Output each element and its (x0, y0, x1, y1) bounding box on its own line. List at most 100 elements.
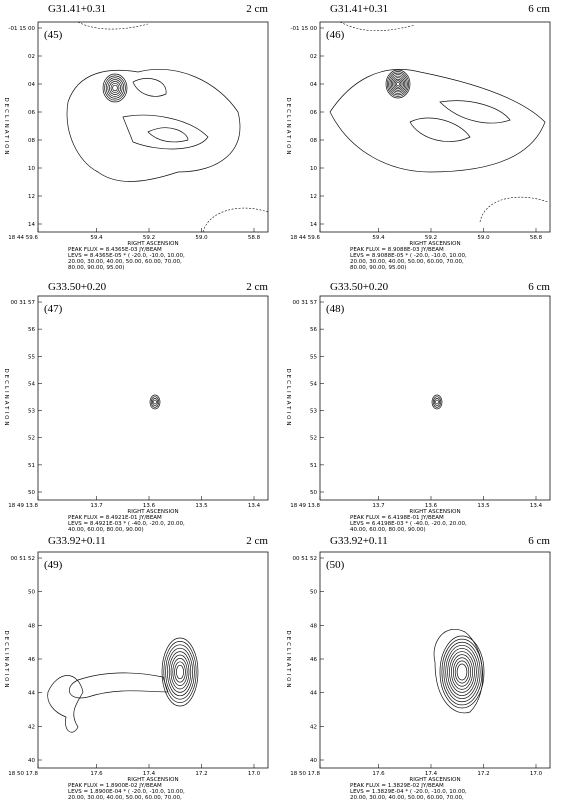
contour (433, 629, 483, 714)
x-axis-label: RIGHT ASCENSION (127, 509, 178, 515)
panel-band: 6 cm (528, 535, 550, 547)
x-axis-label: RIGHT ASCENSION (127, 777, 178, 783)
contour (170, 654, 190, 690)
y-tick-label: 00 51 52 (11, 556, 36, 562)
x-tick-label: 17.6 (372, 771, 385, 777)
contour (47, 675, 84, 733)
y-tick-label: 40 (28, 758, 35, 764)
y-tick-label: -01 15 00 (291, 26, 318, 32)
x-tick-label: 13.5 (477, 503, 490, 509)
y-tick-label: 04 (28, 82, 35, 88)
y-tick-label: 53 (310, 409, 317, 415)
contour (329, 69, 546, 173)
x-tick-label: 13.5 (195, 503, 208, 509)
contour (161, 637, 199, 707)
y-tick-label: 12 (28, 194, 35, 200)
contour (409, 117, 471, 142)
x-axis-label: RIGHT ASCENSION (409, 509, 460, 515)
contour (147, 127, 189, 143)
x-tick-label: 18 49 13.8 (290, 503, 320, 509)
contour (149, 394, 161, 410)
contour (392, 77, 404, 91)
y-tick-label: 12 (310, 194, 317, 200)
x-axis-label: RIGHT ASCENSION (127, 241, 178, 247)
x-tick-label: 13.4 (248, 503, 261, 509)
panel-title: G33.92+0.11 (48, 535, 106, 547)
contours (149, 394, 161, 410)
contour (434, 398, 440, 406)
peak-flux: PEAK FLUX = 6.4198E-01 JY/BEAM (350, 515, 444, 521)
x-tick-label: 17.4 (425, 771, 438, 777)
y-axis-label: DECLINATION (285, 97, 291, 156)
contour (456, 663, 468, 681)
contour (439, 100, 511, 124)
peak-flux: PEAK FLUX = 8.4921E-01 JY/BEAM (68, 515, 162, 521)
y-tick-label: 54 (310, 381, 317, 387)
y-tick-label: 48 (28, 623, 35, 629)
y-tick-label: 42 (28, 724, 35, 730)
panel: G33.92+0.11 2 cm (49) 00 51 52 50 48 46 44 42 40 1… (3, 535, 268, 801)
x-tick-label: 13.7 (372, 503, 385, 509)
contour (396, 81, 400, 87)
contour (172, 658, 188, 686)
contour (393, 78, 403, 90)
panel-title: G31.41+0.31 (330, 3, 388, 15)
x-tick-label: 17.2 (195, 771, 207, 777)
contour (479, 196, 549, 223)
y-tick-label: 56 (28, 327, 35, 333)
contour (77, 21, 149, 30)
panel: G31.41+0.31 6 cm (46) -01 15 00 02 04 06 08 10 12… (285, 3, 550, 271)
contour (443, 641, 481, 703)
panel-band: 2 cm (246, 535, 268, 547)
contour (439, 635, 485, 709)
contour (385, 69, 411, 99)
x-tick-label: 17.4 (143, 771, 156, 777)
levels: LEVS = 8.4365E-05 * ( -20.0, -10.0, 10.0… (68, 253, 185, 259)
x-tick-label: 18 44 59.6 (8, 235, 38, 241)
panel: G33.50+0.20 6 cm (48) 00 31 57 56 55 54 53 52 51 5… (285, 281, 550, 533)
contour (112, 84, 118, 92)
x-tick-label: 13.6 (143, 503, 156, 509)
contour (167, 647, 193, 697)
contour (163, 641, 197, 703)
contour (176, 664, 184, 680)
levels: 40.00, 60.00, 80.00, 90.00) (68, 527, 144, 533)
contours (431, 394, 443, 410)
panel-title: G33.50+0.20 (330, 281, 389, 293)
contour (389, 74, 407, 94)
panel-title: G31.41+0.31 (48, 3, 106, 15)
x-axis-label: RIGHT ASCENSION (409, 777, 460, 783)
x-tick-label: 17.0 (530, 771, 543, 777)
x-tick-label: 58.8 (248, 235, 261, 241)
contour (174, 661, 186, 683)
contour (447, 648, 477, 696)
y-tick-label: 46 (310, 657, 317, 663)
contour (449, 651, 475, 693)
x-tick-label: 59.2 (143, 235, 155, 241)
contour (451, 654, 473, 690)
panel-number: (49) (44, 559, 63, 571)
panel-title: G33.50+0.20 (48, 281, 107, 293)
plot-frame (37, 551, 269, 769)
y-tick-label: 54 (28, 381, 35, 387)
levels: LEVS = 6.4198E-03 * ( -40.0, -20.0, 20.0… (350, 521, 467, 527)
x-tick-label: 13.6 (425, 503, 438, 509)
contour (104, 75, 126, 101)
contour (454, 660, 470, 684)
contour (109, 81, 121, 95)
peak-flux: PEAK FLUX = 1.3829E-02 JY/BEAM (350, 783, 444, 789)
panel-number: (48) (326, 303, 345, 315)
contour (105, 77, 125, 99)
contour (388, 72, 408, 96)
plot-frame (37, 21, 269, 233)
y-tick-label: 14 (28, 222, 35, 228)
y-tick-label: 40 (310, 758, 317, 764)
x-tick-label: 13.7 (90, 503, 103, 509)
panel-band: 2 cm (246, 3, 268, 15)
y-tick-label: 00 31 57 (11, 300, 36, 306)
contour (432, 396, 442, 408)
y-tick-label: 48 (310, 623, 317, 629)
levels: 80.00, 90.00, 95.00) (68, 265, 124, 271)
x-tick-label: 59.2 (425, 235, 437, 241)
y-tick-label: 00 31 57 (293, 300, 318, 306)
